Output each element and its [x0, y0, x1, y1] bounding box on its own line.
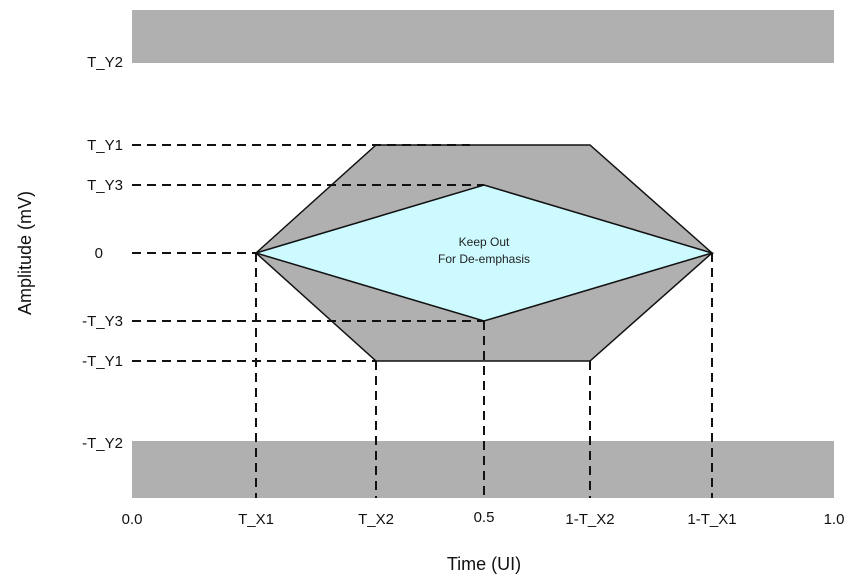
- y-tick-t-y2: T_Y2: [87, 54, 123, 71]
- vertical-guides: [255, 253, 713, 498]
- deemphasis-label-line1: Keep Out: [459, 235, 510, 249]
- x-axis-title: Time (UI): [447, 554, 521, 574]
- y-tick-labels: T_Y2 T_Y1 T_Y3 0 -T_Y3 -T_Y1 -T_Y2: [82, 54, 123, 452]
- y-tick-t-y1: T_Y1: [87, 137, 123, 154]
- horizontal-guides: [132, 144, 484, 362]
- y-tick-zero: 0: [95, 245, 103, 262]
- y-tick-neg-t-y2: -T_Y2: [82, 435, 123, 452]
- x-tick-t-x1: T_X1: [238, 511, 274, 528]
- y-tick-neg-t-y1: -T_Y1: [82, 353, 123, 370]
- x-tick-one: 1.0: [824, 511, 845, 528]
- y-tick-neg-t-y3: -T_Y3: [82, 313, 123, 330]
- x-tick-t-x2: T_X2: [358, 511, 394, 528]
- top-keepout-band: [132, 10, 834, 63]
- x-tick-labels: 0.0 T_X1 T_X2 0.5 1-T_X2 1-T_X1 1.0: [122, 509, 845, 528]
- y-tick-t-y3: T_Y3: [87, 177, 123, 194]
- x-tick-1-t-x1: 1-T_X1: [687, 511, 736, 528]
- x-tick-1-t-x2: 1-T_X2: [565, 511, 614, 528]
- deemphasis-label-line2: For De-emphasis: [438, 252, 530, 266]
- x-tick-zero: 0.0: [122, 511, 143, 528]
- y-axis-title: Amplitude (mV): [15, 191, 35, 315]
- x-tick-half: 0.5: [474, 509, 495, 526]
